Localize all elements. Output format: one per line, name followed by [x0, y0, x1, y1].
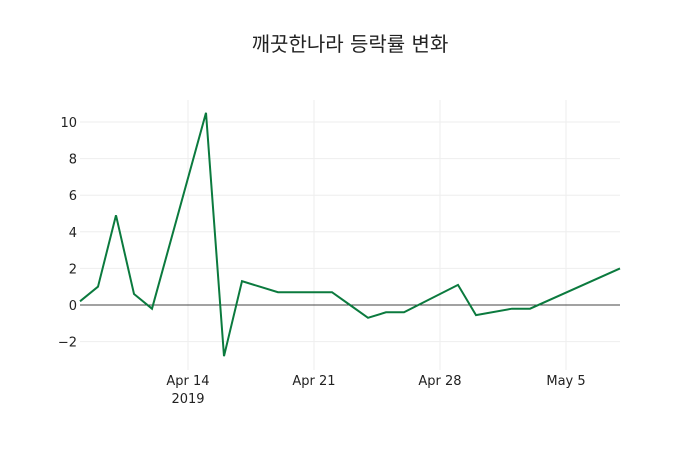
y-tick-label: 8 — [69, 153, 77, 168]
y-tick-label: 6 — [69, 189, 77, 204]
y-tick-label: 0 — [69, 299, 77, 314]
chart-title: 깨끗한나라 등락률 변화 — [251, 32, 449, 56]
grid-lines — [80, 100, 620, 370]
x-tick-label: Apr 14 — [166, 374, 209, 389]
x-tick-label: May 5 — [546, 374, 585, 389]
x-tick-year: 2019 — [171, 392, 204, 407]
y-tick-label: 4 — [69, 226, 77, 241]
series-line — [79, 112, 621, 357]
y-tick-label: 2 — [69, 262, 77, 277]
y-tick-label: −2 — [58, 336, 77, 351]
y-axis-ticks: −2 0 2 4 6 8 10 — [58, 116, 77, 351]
y-tick-label: 10 — [60, 116, 77, 131]
x-axis-ticks: Apr 14 2019 Apr 21 Apr 28 May 5 — [166, 374, 585, 407]
x-tick-label: Apr 21 — [292, 374, 335, 389]
x-tick-label: Apr 28 — [418, 374, 461, 389]
